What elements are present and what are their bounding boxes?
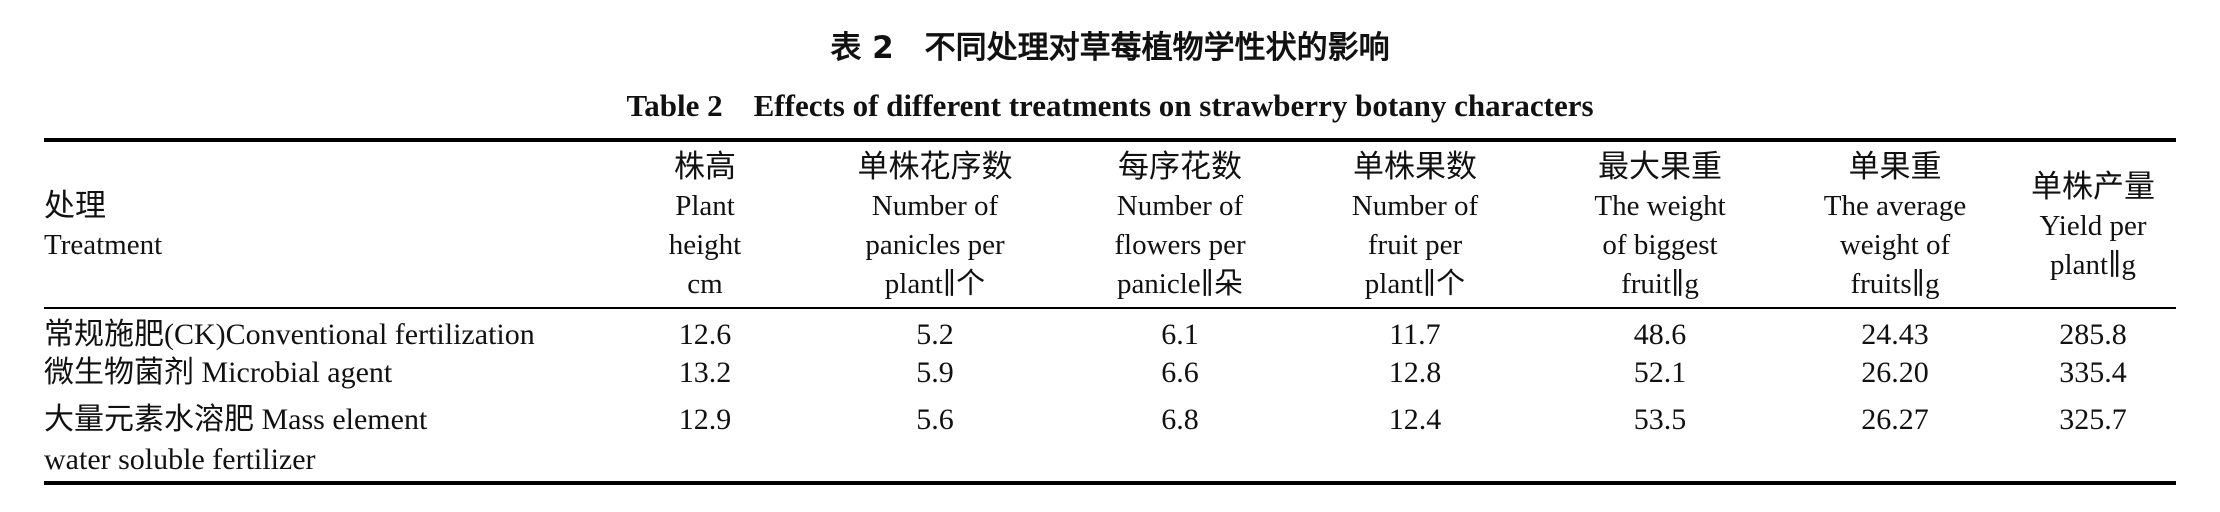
header-line: plant∥g bbox=[2050, 248, 2136, 281]
header-line: height bbox=[668, 229, 742, 261]
header-line: Plant bbox=[675, 190, 735, 222]
treatment-line: 大量元素水溶肥 Mass element bbox=[44, 403, 428, 436]
header-line: plant∥个 bbox=[884, 268, 986, 300]
header-line: cm bbox=[687, 268, 723, 300]
header-line: fruits∥g bbox=[1850, 268, 1940, 300]
header-panicles-per-plant: 单株花序数 Number of panicles per plant∥个 bbox=[820, 149, 1050, 302]
header-flowers-per-panicle: 每序花数 Number of flowers per panicle∥朵 bbox=[1070, 149, 1290, 302]
cell-fruit-per-plant: 12.4 bbox=[1388, 403, 1442, 436]
header-line: fruit∥g bbox=[1621, 268, 1699, 300]
cell-plant-height: 13.2 bbox=[678, 356, 732, 389]
header-line: 单果重 bbox=[1848, 149, 1942, 185]
header-line: 株高 bbox=[674, 149, 736, 185]
table-bottom-rule bbox=[44, 481, 2176, 485]
header-line: panicles per bbox=[865, 229, 1005, 261]
header-line: 最大果重 bbox=[1598, 149, 1722, 185]
header-line: plant∥个 bbox=[1364, 268, 1466, 300]
header-line: 单株花序数 bbox=[857, 149, 1013, 185]
header-average-fruit-weight: 单果重 The average weight of fruits∥g bbox=[1790, 149, 2000, 302]
header-fruit-per-plant: 单株果数 Number of fruit per plant∥个 bbox=[1310, 149, 1520, 302]
header-line: Number of bbox=[1116, 190, 1244, 222]
cell-panicles-per-plant: 5.6 bbox=[916, 403, 954, 436]
cell-yield-per-plant: 335.4 bbox=[2059, 356, 2127, 389]
cell-biggest-fruit-weight: 53.5 bbox=[1633, 403, 1687, 436]
cell-average-fruit-weight: 26.27 bbox=[1861, 403, 1929, 436]
table-top-rule bbox=[44, 138, 2176, 142]
table-caption-chinese: 表 2 不同处理对草莓植物学性状的影响 bbox=[830, 30, 1390, 66]
header-line: weight of bbox=[1839, 229, 1951, 261]
header-line: 每序花数 bbox=[1118, 149, 1242, 185]
header-line: panicle∥朵 bbox=[1116, 268, 1244, 300]
cell-biggest-fruit-weight: 48.6 bbox=[1633, 318, 1687, 351]
treatment-line: 微生物菌剂 Microbial agent bbox=[44, 356, 393, 389]
header-biggest-fruit-weight: 最大果重 The weight of biggest fruit∥g bbox=[1550, 149, 1770, 302]
header-line: Number of bbox=[871, 190, 999, 222]
header-treatment: 处理 Treatment bbox=[44, 150, 604, 302]
cell-yield-per-plant: 325.7 bbox=[2059, 403, 2127, 436]
header-line: of biggest bbox=[1602, 229, 1718, 261]
cell-yield-per-plant: 285.8 bbox=[2059, 318, 2127, 351]
row-treatment-label: 常规施肥(CK)Conventional fertilization bbox=[44, 315, 535, 355]
cell-panicles-per-plant: 5.2 bbox=[916, 318, 954, 351]
header-line: Yield per bbox=[2039, 209, 2147, 242]
cell-flowers-per-panicle: 6.6 bbox=[1161, 356, 1199, 389]
header-line: 处理 bbox=[44, 188, 106, 224]
header-yield-per-plant: 单株产量 Yield per plant∥g bbox=[2010, 150, 2176, 302]
row-treatment-label: 微生物菌剂 Microbial agent bbox=[44, 353, 392, 393]
cell-flowers-per-panicle: 6.1 bbox=[1161, 318, 1199, 351]
header-line: The average bbox=[1823, 190, 1967, 222]
table-caption-english: Table 2 Effects of different treatments … bbox=[626, 88, 1594, 123]
cell-average-fruit-weight: 26.20 bbox=[1861, 356, 1929, 389]
treatment-line: 常规施肥(CK)Conventional fertilization bbox=[44, 318, 535, 351]
cell-fruit-per-plant: 12.8 bbox=[1388, 356, 1442, 389]
header-line: 单株果数 bbox=[1353, 149, 1477, 185]
header-line: Treatment bbox=[44, 229, 163, 261]
header-line: The weight bbox=[1594, 190, 1726, 222]
header-line: Number of bbox=[1351, 190, 1479, 222]
header-line: flowers per bbox=[1114, 229, 1246, 261]
cell-panicles-per-plant: 5.9 bbox=[916, 356, 954, 389]
header-plant-height: 株高 Plant height cm bbox=[620, 149, 790, 302]
cell-average-fruit-weight: 24.43 bbox=[1861, 318, 1929, 351]
cell-plant-height: 12.6 bbox=[678, 318, 732, 351]
cell-plant-height: 12.9 bbox=[678, 403, 732, 436]
treatment-line: water soluble fertilizer bbox=[44, 443, 316, 476]
table-header-rule bbox=[44, 307, 2176, 309]
cell-biggest-fruit-weight: 52.1 bbox=[1633, 356, 1687, 389]
cell-fruit-per-plant: 11.7 bbox=[1389, 318, 1441, 351]
row-treatment-label: 大量元素水溶肥 Mass element water soluble ferti… bbox=[44, 400, 427, 480]
cell-flowers-per-panicle: 6.8 bbox=[1161, 403, 1199, 436]
header-line: 单株产量 bbox=[2031, 168, 2155, 205]
header-line: fruit per bbox=[1367, 229, 1463, 261]
